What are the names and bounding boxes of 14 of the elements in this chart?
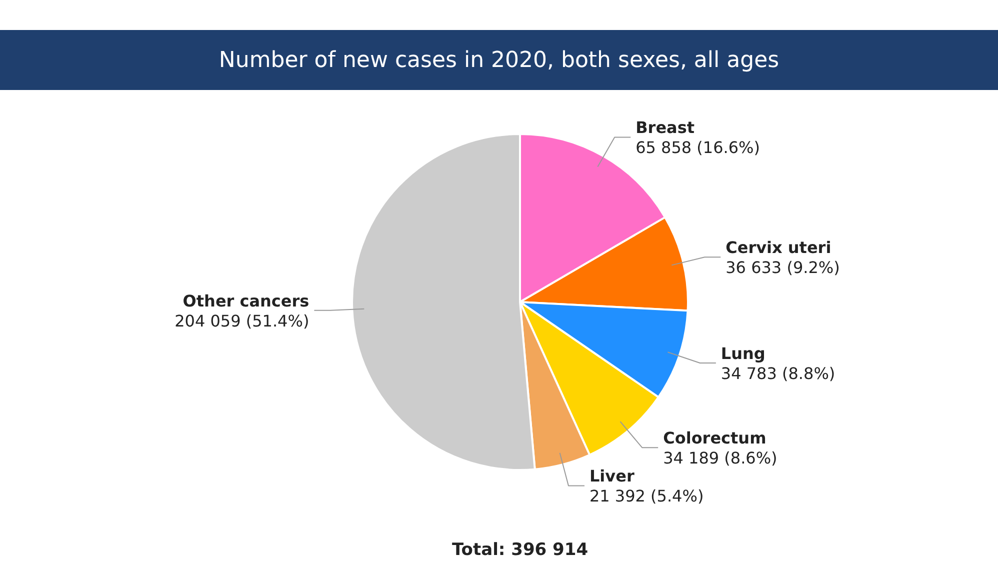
data-label: 65 858 (16.6%) (636, 138, 760, 158)
slice-label: Other cancers (182, 291, 310, 310)
data-label: 21 392 (5.4%) (589, 486, 704, 506)
data-label: 36 633 (9.2%) (726, 258, 840, 278)
slice-label: Cervix uteri (726, 238, 832, 258)
data-label: 34 189 (8.6%) (663, 448, 778, 468)
slice-label: Lung (720, 344, 766, 364)
slice-label: Colorectum (663, 428, 766, 448)
chart-title: Number of new cases in 2020, both sexes, all ages (218, 48, 780, 73)
data-label: 204 059 (51.4%) (174, 311, 310, 330)
slice-label: Breast (636, 118, 695, 138)
data-label: 34 783 (8.8%) (720, 364, 836, 384)
slice-label: Liver (589, 466, 634, 486)
text: Total: 396 914 (452, 540, 588, 560)
